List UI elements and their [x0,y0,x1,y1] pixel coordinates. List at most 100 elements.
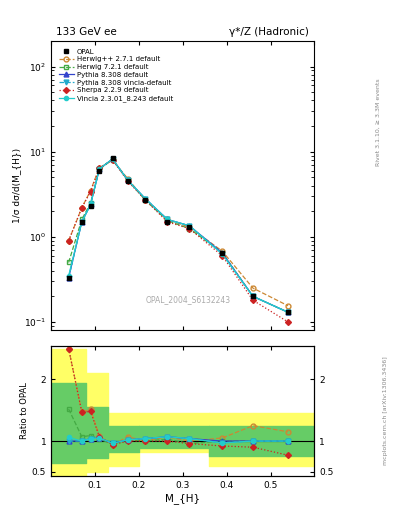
Line: Pythia 8.308 vincia-default: Pythia 8.308 vincia-default [66,157,290,315]
Vincia 2.3.01_8.243 default [165,217,170,223]
Pythia 8.308 default [143,196,148,202]
OPAL [165,219,170,225]
OPAL [286,309,290,315]
Y-axis label: Ratio to OPAL: Ratio to OPAL [20,382,29,439]
Vincia 2.3.01_8.243 default [251,293,255,300]
Sherpa 2.2.9 default [251,297,255,303]
Pythia 8.308 default [88,201,93,207]
Pythia 8.308 default [220,250,225,256]
Pythia 8.308 vincia-default [220,251,225,257]
Herwig 7.2.1 default [187,225,192,231]
Pythia 8.308 vincia-default [79,219,84,225]
Pythia 8.308 vincia-default [286,309,290,315]
Text: γ*/Z (Hadronic): γ*/Z (Hadronic) [229,27,309,37]
Herwig++ 2.7.1 default [110,157,115,163]
Pythia 8.308 default [66,275,71,281]
OPAL [88,203,93,209]
Vincia 2.3.01_8.243 default [125,177,130,183]
Text: OPAL_2004_S6132243: OPAL_2004_S6132243 [145,295,231,304]
Sherpa 2.2.9 default [286,319,290,325]
Line: Sherpa 2.2.9 default: Sherpa 2.2.9 default [66,158,290,324]
Herwig 7.2.1 default [251,293,255,300]
OPAL [79,219,84,225]
Pythia 8.308 default [251,293,255,300]
Sherpa 2.2.9 default [97,165,102,172]
Vincia 2.3.01_8.243 default [110,156,115,162]
Vincia 2.3.01_8.243 default [79,219,84,225]
OPAL [66,275,71,281]
Vincia 2.3.01_8.243 default [286,309,290,315]
Line: Herwig 7.2.1 default: Herwig 7.2.1 default [66,157,290,315]
Pythia 8.308 vincia-default [110,156,115,162]
Pythia 8.308 vincia-default [143,196,148,202]
Sherpa 2.2.9 default [110,157,115,163]
Line: Pythia 8.308 default: Pythia 8.308 default [66,157,290,315]
Y-axis label: 1/σ dσ/d(M_{H}): 1/σ dσ/d(M_{H}) [12,148,21,223]
Herwig 7.2.1 default [79,217,84,223]
Pythia 8.308 default [125,177,130,183]
Pythia 8.308 vincia-default [88,201,93,207]
Vincia 2.3.01_8.243 default [187,223,192,229]
Herwig++ 2.7.1 default [165,217,170,223]
Pythia 8.308 default [110,156,115,162]
Herwig 7.2.1 default [125,177,130,183]
Herwig 7.2.1 default [66,260,71,266]
OPAL [187,224,192,230]
Herwig++ 2.7.1 default [79,205,84,211]
Sherpa 2.2.9 default [88,188,93,195]
Herwig 7.2.1 default [220,250,225,256]
Text: mcplots.cern.ch [arXiv:1306.3436]: mcplots.cern.ch [arXiv:1306.3436] [383,356,388,465]
Herwig++ 2.7.1 default [251,285,255,291]
Pythia 8.308 vincia-default [187,223,192,229]
Herwig++ 2.7.1 default [66,238,71,244]
Pythia 8.308 default [79,219,84,225]
Herwig 7.2.1 default [88,200,93,206]
Pythia 8.308 default [97,166,102,172]
Herwig++ 2.7.1 default [125,176,130,182]
Sherpa 2.2.9 default [125,178,130,184]
Herwig++ 2.7.1 default [88,187,93,194]
Sherpa 2.2.9 default [165,219,170,225]
Pythia 8.308 vincia-default [97,166,102,172]
Herwig++ 2.7.1 default [97,164,102,170]
OPAL [251,293,255,300]
Legend: OPAL, Herwig++ 2.7.1 default, Herwig 7.2.1 default, Pythia 8.308 default, Pythia: OPAL, Herwig++ 2.7.1 default, Herwig 7.2… [57,47,174,103]
Herwig++ 2.7.1 default [143,197,148,203]
Pythia 8.308 default [165,217,170,223]
Herwig 7.2.1 default [143,197,148,203]
Herwig 7.2.1 default [286,309,290,315]
Sherpa 2.2.9 default [143,197,148,203]
Pythia 8.308 vincia-default [66,275,71,281]
Text: 133 GeV ee: 133 GeV ee [56,27,117,37]
OPAL [125,178,130,184]
Line: Herwig++ 2.7.1 default: Herwig++ 2.7.1 default [66,158,290,308]
Sherpa 2.2.9 default [187,225,192,231]
Vincia 2.3.01_8.243 default [66,272,71,279]
Pythia 8.308 default [187,223,192,229]
Herwig 7.2.1 default [110,157,115,163]
Text: Rivet 3.1.10, ≥ 3.3M events: Rivet 3.1.10, ≥ 3.3M events [375,78,380,166]
Vincia 2.3.01_8.243 default [97,166,102,172]
Pythia 8.308 default [286,309,290,315]
OPAL [143,197,148,203]
Sherpa 2.2.9 default [79,205,84,211]
Pythia 8.308 vincia-default [251,293,255,300]
X-axis label: M_{H}: M_{H} [165,493,200,504]
Vincia 2.3.01_8.243 default [220,251,225,257]
Herwig++ 2.7.1 default [286,303,290,309]
Pythia 8.308 vincia-default [165,217,170,223]
Vincia 2.3.01_8.243 default [143,196,148,202]
OPAL [97,167,102,174]
Sherpa 2.2.9 default [220,252,225,259]
Line: Vincia 2.3.01_8.243 default: Vincia 2.3.01_8.243 default [66,157,290,314]
Vincia 2.3.01_8.243 default [88,201,93,207]
Herwig 7.2.1 default [165,218,170,224]
Herwig++ 2.7.1 default [187,224,192,230]
OPAL [110,155,115,161]
Sherpa 2.2.9 default [66,238,71,244]
OPAL [220,250,225,256]
Line: OPAL: OPAL [66,155,290,315]
Herwig++ 2.7.1 default [220,248,225,254]
Pythia 8.308 vincia-default [125,177,130,183]
Herwig 7.2.1 default [97,166,102,173]
